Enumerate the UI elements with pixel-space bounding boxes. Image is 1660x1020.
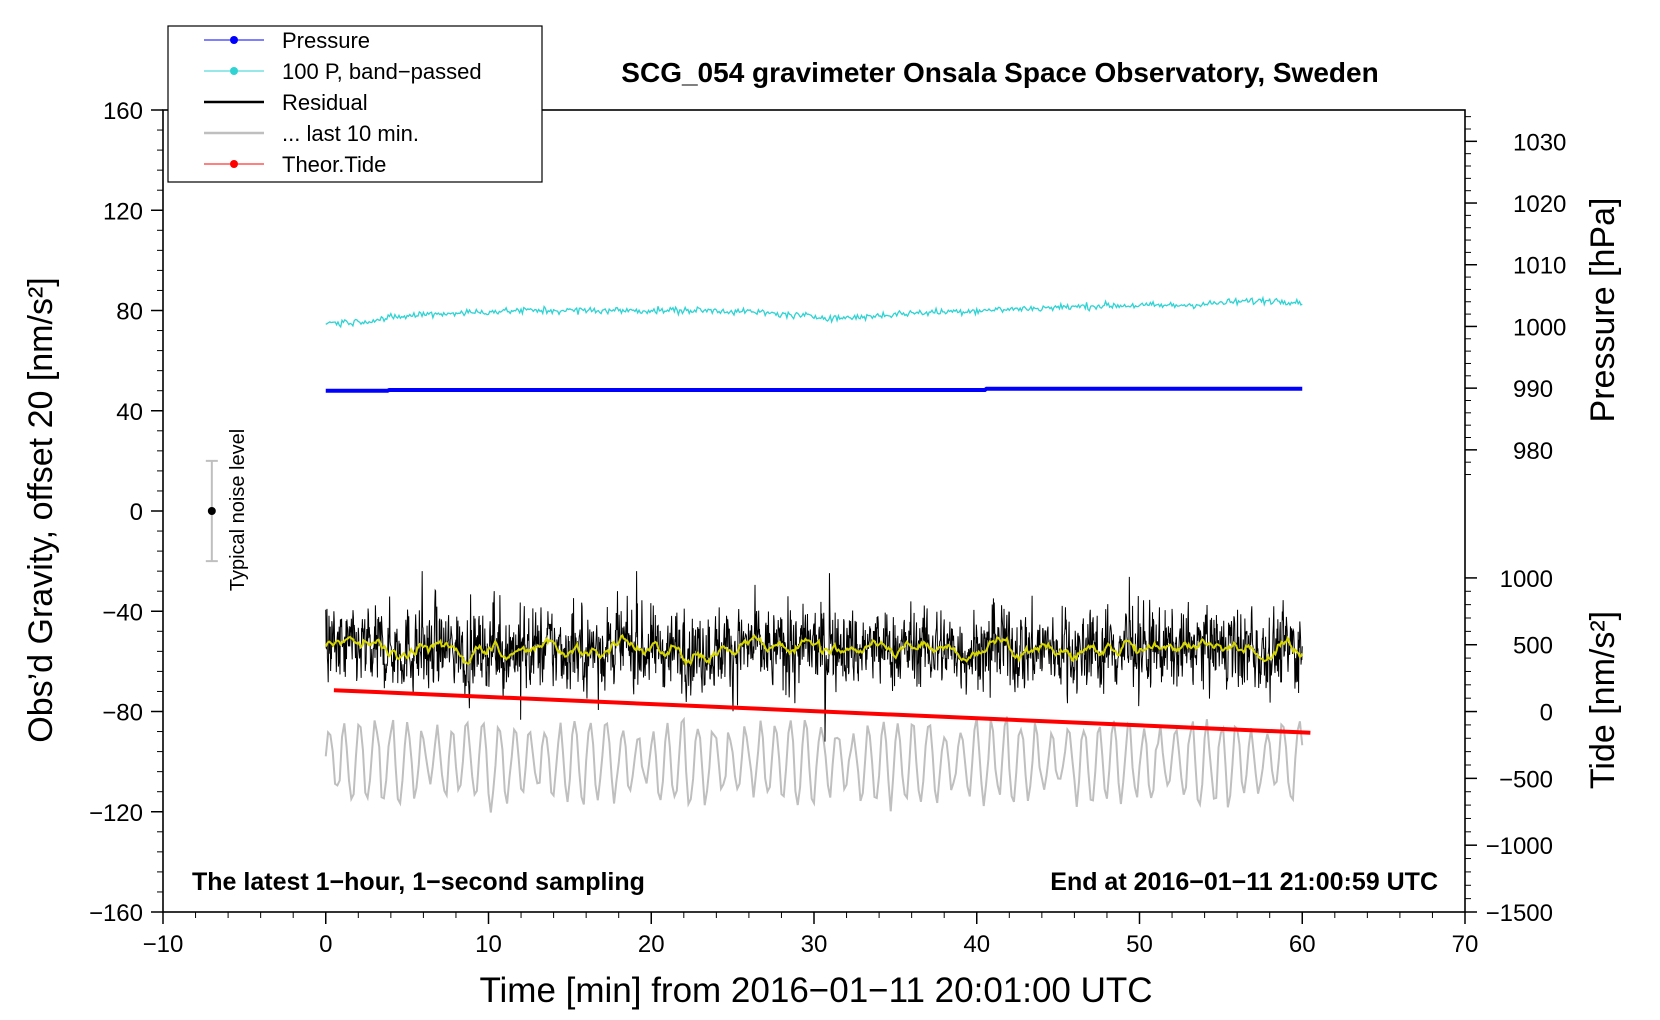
y-left-tick-label: 120 [103,198,143,225]
noise-bar-center-dot [207,507,216,515]
tide-tick-label: 500 [1513,633,1553,660]
y-left-tick-label: 160 [103,98,143,125]
legend-swatch-marker [230,160,238,168]
legend-label: 100 P, band−passed [282,59,482,84]
legend-swatch-marker [230,36,238,44]
series-layer [324,295,1311,813]
pressure-tick-label: 990 [1513,376,1553,403]
y-left-tick-label: 80 [116,299,143,326]
tide-tick-label: 0 [1540,700,1553,727]
x-axis-ticks: −10 0 10 20 30 40 50 60 70 [143,912,1479,958]
legend-label: Theor.Tide [282,152,386,177]
x-tick-label: 60 [1289,931,1316,958]
sampling-annotation: The latest 1−hour, 1−second sampling [192,868,645,896]
tide-tick-label: −500 [1499,766,1553,793]
noise-label: Typical noise level [227,429,249,591]
y-left-axis-label: Obs’d Gravity, offset 20 [nm/s²] [22,277,60,742]
x-tick-label: −10 [143,931,184,958]
tide-axis-ticks: 1000 500 0 −500 −1000 −1500 [1465,566,1553,927]
x-axis-label: Time [min] from 2016−01−11 20:01:00 UTC [479,971,1152,1010]
series-pressure [325,386,1303,393]
tide-tick-label: −1000 [1486,833,1553,860]
pressure-tick-label: 980 [1513,438,1553,465]
legend-label: ... last 10 min. [282,121,419,146]
tide-tick-label: −1500 [1486,900,1553,927]
x-tick-label: 20 [638,931,665,958]
end-time-annotation: End at 2016−01−11 21:00:59 UTC [1050,868,1438,896]
x-tick-label: 70 [1452,931,1479,958]
pressure-tick-label: 1030 [1513,129,1566,156]
y-left-tick-label: 0 [130,499,143,526]
pressure-axis-ticks: 1030 1020 1010 1000 990 980 [1465,116,1566,476]
pressure-tick-label: 1000 [1513,314,1566,341]
series-residual [325,571,1303,742]
noise-bar [205,459,218,563]
chart-title: SCG_054 gravimeter Onsala Space Observat… [621,57,1378,88]
legend-swatch-marker [230,67,238,75]
x-tick-label: 40 [963,931,990,958]
y-left-tick-label: −40 [102,599,143,626]
pressure-axis-label: Pressure [hPa] [1584,198,1622,423]
legend-label: Residual [282,90,368,115]
y-left-axis-ticks: 160 120 80 40 0 −40 −80 −120 −160 [89,98,163,927]
pressure-tick-label: 1010 [1513,253,1566,280]
series-theor-tide [333,688,1311,735]
tide-axis-label: Tide [nm/s²] [1584,611,1622,789]
x-tick-label: 0 [319,931,332,958]
series-residual-smoothed [324,633,1304,667]
y-left-tick-label: −80 [102,700,143,727]
legend-box [167,25,543,183]
y-left-tick-label: −160 [89,900,143,927]
legend-label: Pressure [282,28,370,53]
y-left-tick-label: 40 [116,399,143,426]
x-tick-label: 30 [801,931,828,958]
legend: Pressure 100 P, band−passed Residual ... la… [167,25,543,183]
pressure-tick-label: 1020 [1513,191,1566,218]
tide-tick-label: 1000 [1500,566,1553,593]
y-left-tick-label: −120 [89,800,143,827]
x-tick-label: 50 [1126,931,1153,958]
x-tick-label: 10 [475,931,502,958]
series-last-10-min [324,716,1304,813]
series-band-passed-pressure [325,295,1303,329]
